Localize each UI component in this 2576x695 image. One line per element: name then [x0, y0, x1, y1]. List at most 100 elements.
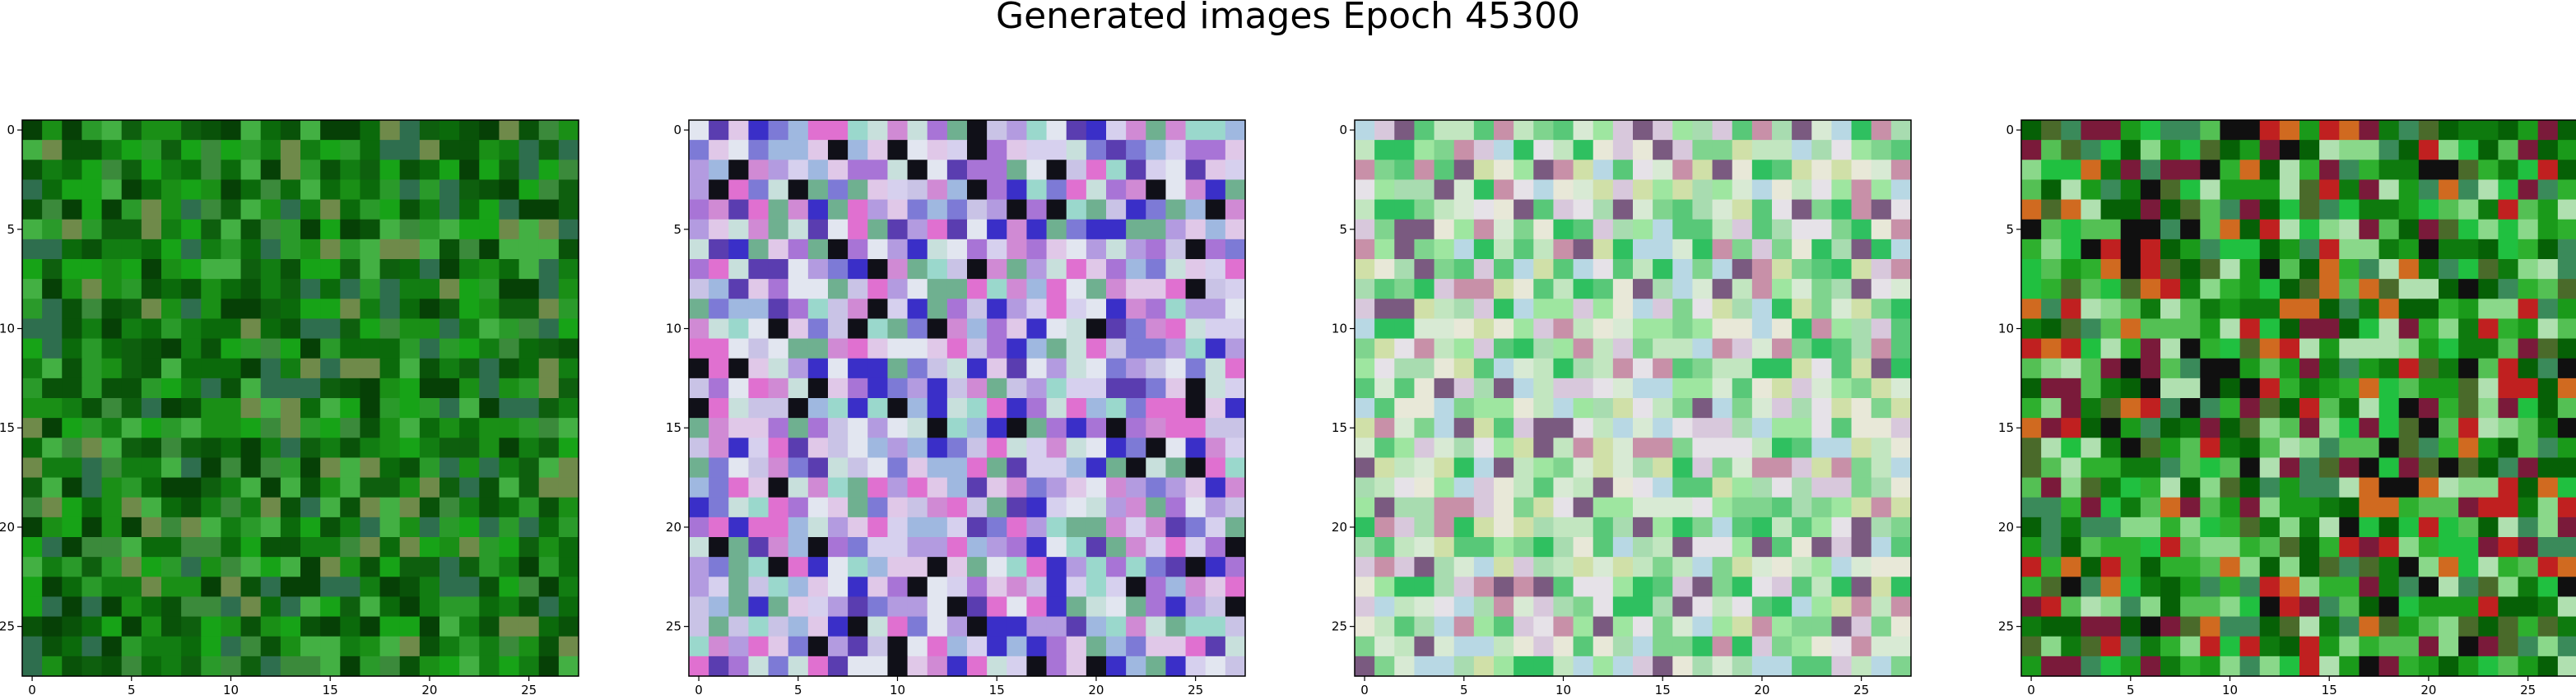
pixel-cell: [1890, 398, 1912, 419]
pixel-cell: [2518, 378, 2539, 399]
pixel-cell: [1434, 557, 1455, 577]
pixel-cell: [538, 219, 560, 240]
pixel-cell: [867, 438, 889, 459]
pixel-cell: [2478, 120, 2499, 141]
pixel-cell: [1165, 120, 1187, 141]
pixel-cell: [2537, 219, 2559, 240]
pixel-cell: [887, 219, 909, 240]
pixel-cell: [181, 219, 202, 240]
pixel-cell: [1165, 398, 1187, 419]
pixel-cell: [419, 438, 440, 459]
pixel-cell: [1553, 577, 1574, 598]
pixel-cell: [181, 596, 202, 618]
pixel-cell: [2398, 140, 2420, 160]
pixel-cell: [2458, 259, 2479, 280]
pixel-cell: [1494, 160, 1514, 181]
pixel-cell: [1772, 378, 1793, 399]
pixel-cell: [260, 557, 281, 577]
pixel-cell: [340, 140, 361, 160]
pixel-cell: [848, 378, 868, 399]
pixel-cell: [42, 477, 63, 498]
pixel-cell: [2458, 179, 2479, 201]
pixel-cell: [1653, 259, 1673, 280]
pixel-cell: [1732, 160, 1753, 181]
pixel-cell: [121, 398, 142, 419]
y-tick: 15: [1332, 420, 1355, 435]
pixel-cell: [987, 636, 1007, 657]
pixel-cell: [2359, 656, 2380, 677]
pixel-cell: [101, 477, 123, 498]
y-tick-label: 0: [2006, 123, 2014, 137]
pixel-cell: [1494, 120, 1514, 141]
pixel-cell: [2299, 438, 2320, 459]
pixel-cell: [101, 279, 123, 299]
pixel-cell: [1106, 497, 1127, 518]
pixel-cell: [518, 338, 540, 359]
pixel-cell: [1086, 636, 1107, 657]
pixel-cell: [379, 179, 401, 201]
pixel-cell: [1453, 577, 1475, 598]
pixel-cell: [1593, 457, 1614, 479]
pixel-cell: [946, 279, 968, 299]
pixel-cell: [1533, 219, 1555, 240]
pixel-cell: [2100, 338, 2122, 359]
pixel-cell: [518, 318, 540, 340]
pixel-cell: [2359, 219, 2380, 240]
pixel-cell: [1612, 517, 1634, 538]
pixel-cell: [748, 656, 770, 677]
pixel-cell: [2279, 318, 2300, 340]
pixel-cell: [2319, 596, 2340, 618]
pixel-cell: [1553, 239, 1574, 260]
pixel-cell: [1792, 656, 1812, 677]
pixel-cell: [1672, 279, 1694, 299]
pixel-cell: [1374, 537, 1395, 558]
pixel-cell: [1851, 239, 1872, 260]
pixel-cell: [518, 557, 540, 577]
pixel-cell: [320, 179, 341, 201]
pixel-cell: [2518, 199, 2539, 220]
pixel-cell: [2061, 199, 2082, 220]
pixel-cell: [1732, 577, 1753, 598]
pixel-cell: [1732, 418, 1753, 438]
pixel-cell: [2339, 497, 2360, 518]
pixel-cell: [1225, 537, 1246, 558]
pixel-cell: [2279, 259, 2300, 280]
x-tick: 5: [128, 676, 136, 695]
pixel-cell: [1890, 358, 1912, 379]
pixel-cell: [1414, 537, 1435, 558]
pixel-cell: [2140, 140, 2161, 160]
pixel-cell: [2220, 199, 2241, 220]
pixel-cell: [2061, 219, 2082, 240]
pixel-cell: [788, 299, 809, 320]
pixel-cell: [1394, 338, 1416, 359]
pixel-cell: [2359, 636, 2380, 657]
pixel-cell: [22, 616, 43, 637]
pixel-cell: [558, 557, 579, 577]
pixel-cell: [1712, 517, 1733, 538]
pixel-cell: [689, 438, 709, 459]
pixel-cell: [240, 120, 262, 141]
pixel-cell: [1026, 279, 1048, 299]
pixel-cell: [181, 299, 202, 320]
pixel-cell: [459, 477, 480, 498]
pixel-cell: [967, 438, 988, 459]
pixel-cell: [748, 596, 770, 618]
pixel-cell: [499, 239, 520, 260]
pixel-cell: [1126, 477, 1146, 498]
pixel-cell: [2259, 179, 2281, 201]
pixel-cell: [1205, 398, 1226, 419]
pixel-cell: [1146, 537, 1167, 558]
pixel-cell: [867, 259, 889, 280]
pixel-cell: [2100, 497, 2122, 518]
pixel-cell: [2081, 616, 2102, 637]
pixel-cell: [479, 497, 500, 518]
pixel-cell: [300, 299, 321, 320]
y-tick: 5: [7, 222, 22, 237]
pixel-cell: [927, 239, 948, 260]
pixel-cell: [1553, 219, 1574, 240]
pixel-cell: [1225, 160, 1246, 181]
pixel-cell: [1890, 120, 1912, 141]
pixel-cell: [1593, 438, 1614, 459]
pixel-cell: [1612, 199, 1634, 220]
